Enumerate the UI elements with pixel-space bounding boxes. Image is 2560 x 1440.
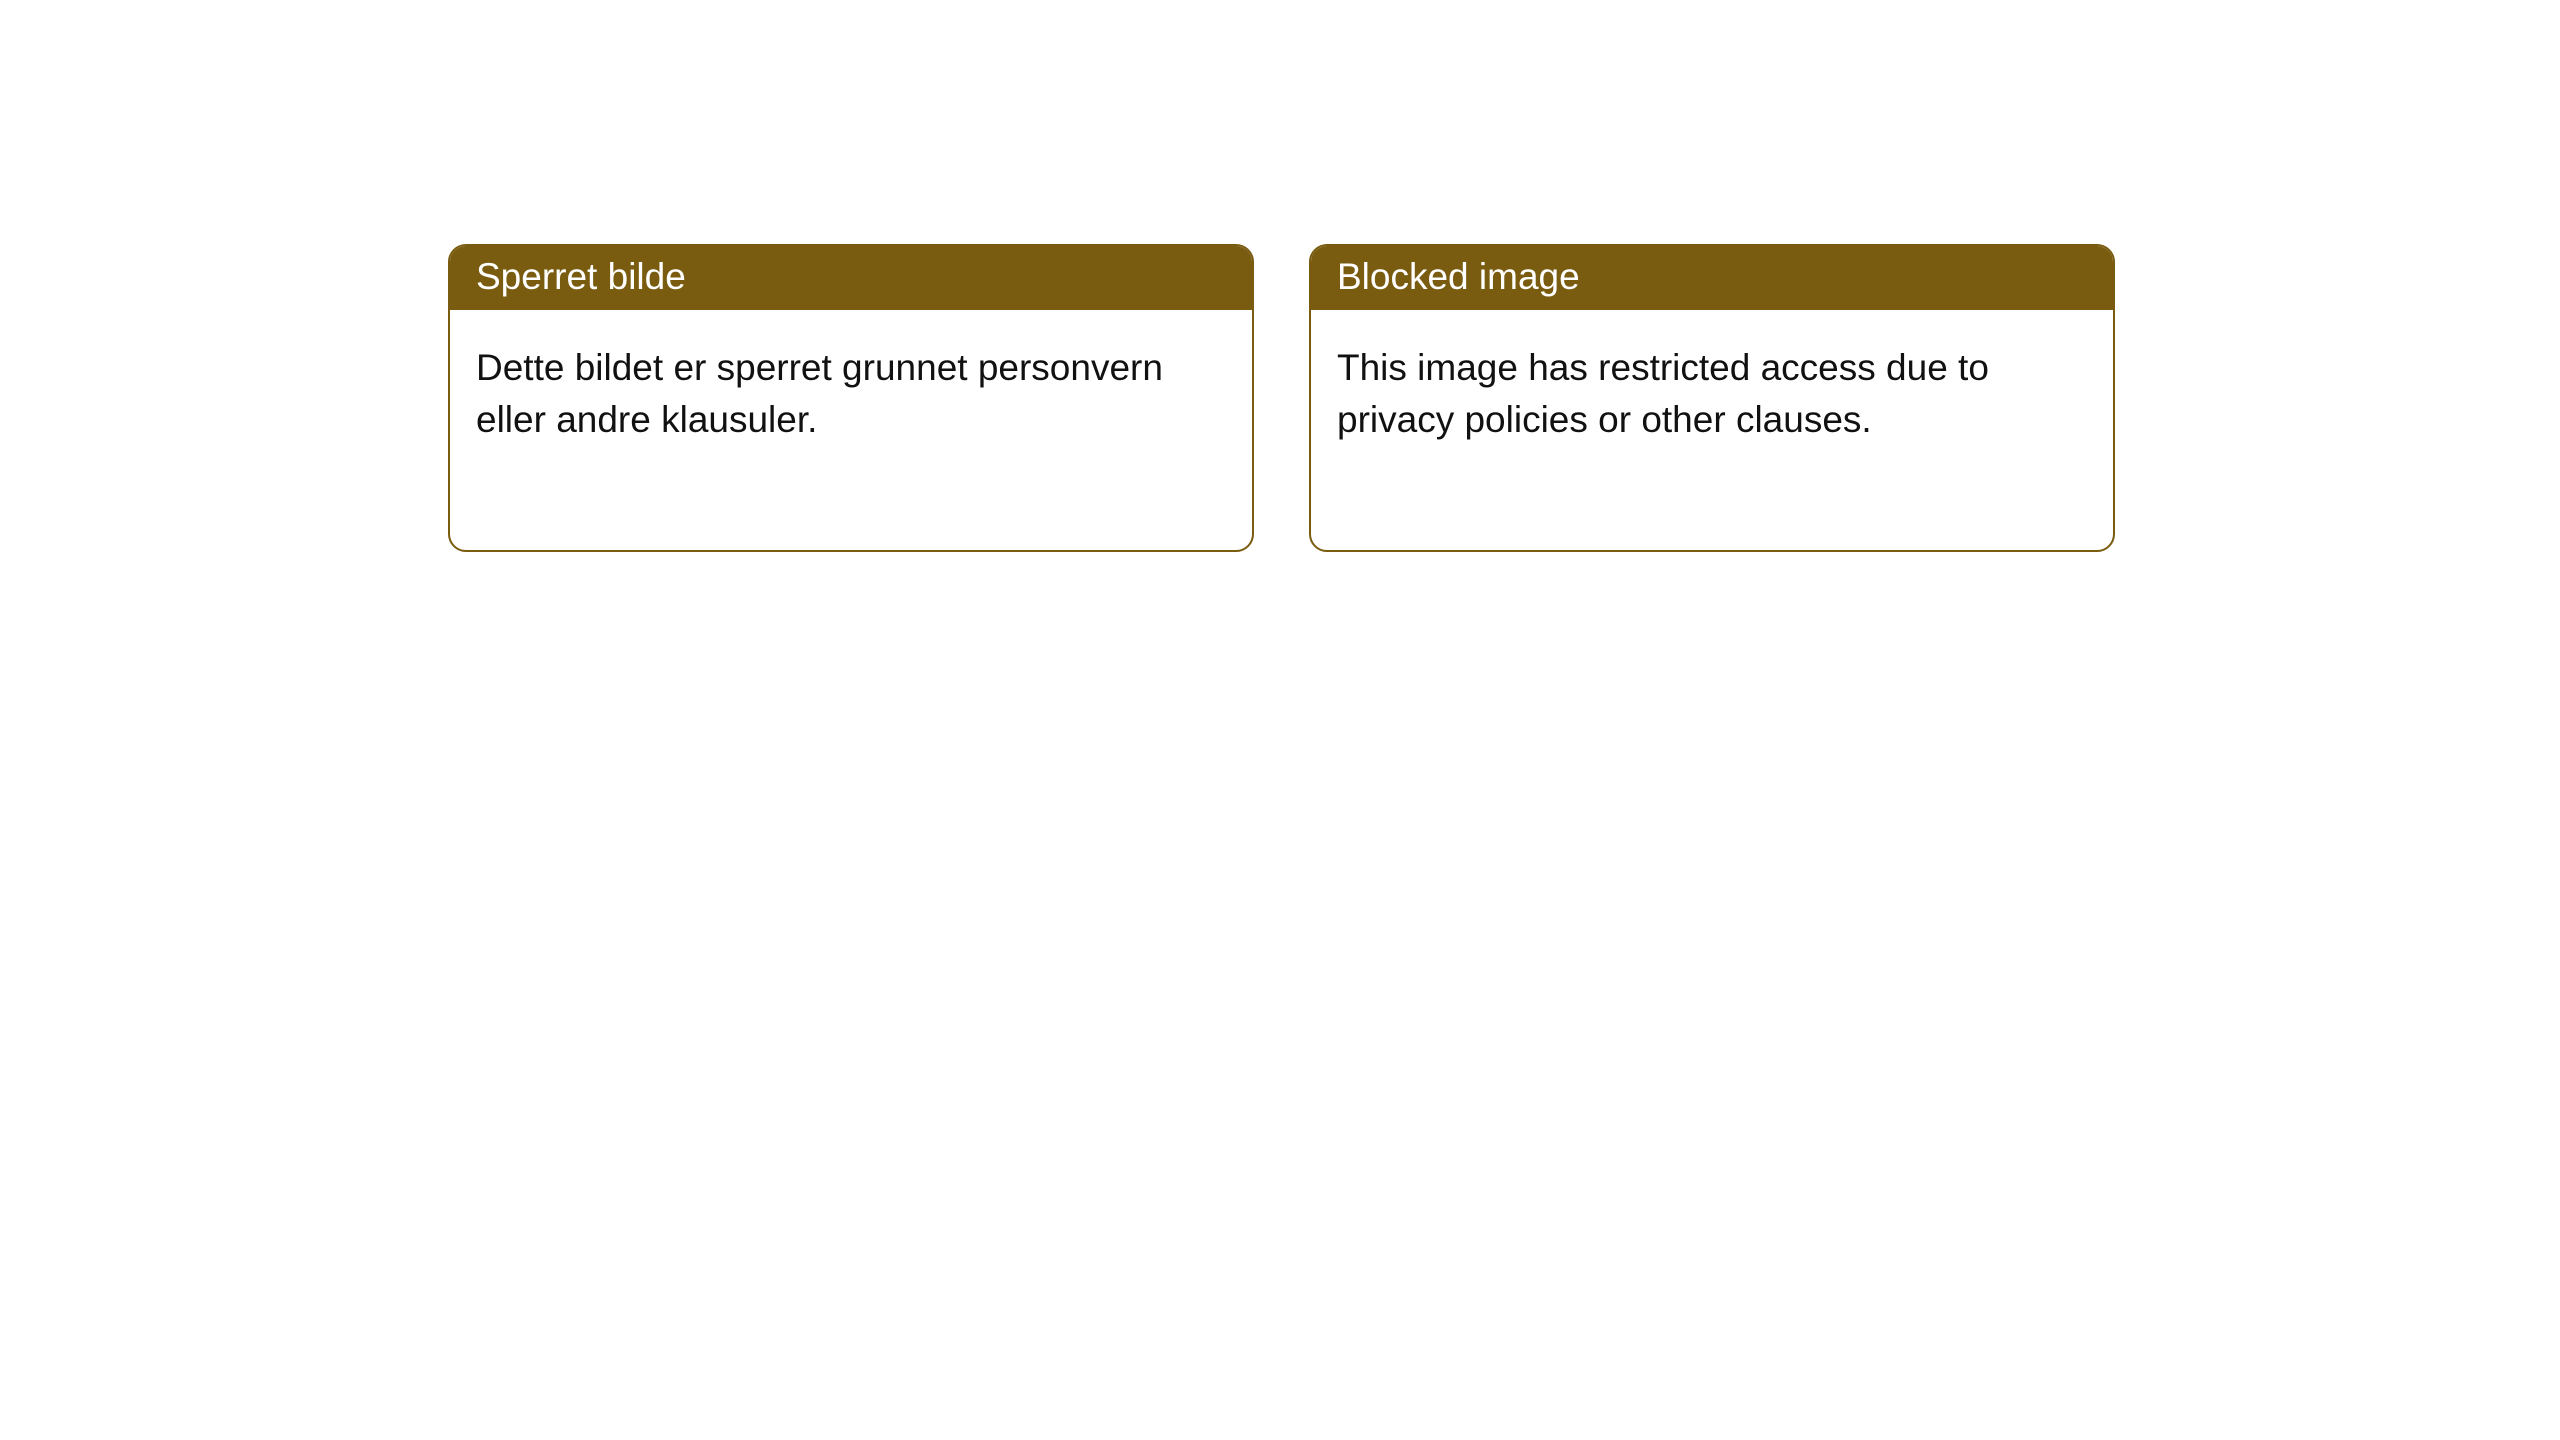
notice-body-norwegian: Dette bildet er sperret grunnet personve… [450, 310, 1252, 550]
notice-body-english: This image has restricted access due to … [1311, 310, 2113, 550]
notice-container: Sperret bilde Dette bildet er sperret gr… [0, 0, 2560, 552]
notice-card-norwegian: Sperret bilde Dette bildet er sperret gr… [448, 244, 1254, 552]
notice-title-norwegian: Sperret bilde [450, 246, 1252, 310]
notice-title-english: Blocked image [1311, 246, 2113, 310]
notice-card-english: Blocked image This image has restricted … [1309, 244, 2115, 552]
